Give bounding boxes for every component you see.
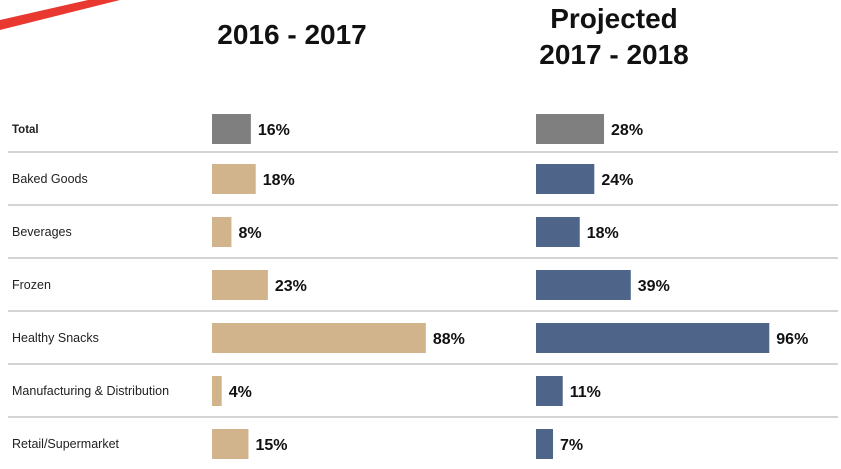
series-1-title: 2016 - 2017 — [217, 19, 366, 50]
category-label: Baked Goods — [12, 172, 88, 186]
series-1-bar — [212, 114, 251, 144]
series-2-bar — [536, 323, 770, 353]
series-2-bar — [536, 164, 595, 194]
series-1-value-label: 16% — [258, 122, 290, 139]
series-1-bar — [212, 376, 222, 406]
red-accent-stripe — [0, 0, 120, 30]
series-2-bar — [536, 217, 580, 247]
series-2-bar — [536, 376, 563, 406]
series-1-bar — [212, 217, 232, 247]
category-label: Healthy Snacks — [12, 331, 99, 345]
category-labels: Total Baked Goods Beverages Frozen Healthy S… — [12, 124, 169, 451]
row-dividers — [8, 151, 838, 418]
bars — [212, 114, 770, 459]
category-label: Total — [12, 124, 39, 136]
series-1-bar — [212, 270, 268, 300]
category-label: Beverages — [12, 225, 72, 239]
series-1-value-label: 4% — [229, 384, 252, 401]
series-2-value-label: 28% — [611, 122, 643, 139]
series-2-value-label: 7% — [560, 437, 583, 454]
series-2-bar — [536, 114, 605, 144]
series-1-value-label: 88% — [433, 331, 465, 348]
category-label: Retail/Supermarket — [12, 437, 120, 451]
column-titles: 2016 - 2017 Projected 2017 - 2018 — [217, 3, 688, 70]
series-2-title-line-1: Projected — [550, 3, 678, 34]
series-1-value-label: 23% — [275, 278, 307, 295]
series-2-bar — [536, 429, 554, 459]
series-2-value-label: 24% — [601, 172, 633, 189]
category-label: Manufacturing & Distribution — [12, 384, 169, 398]
series-2-value-label: 96% — [776, 331, 808, 348]
series-2-bar — [536, 270, 631, 300]
category-label: Frozen — [12, 278, 51, 292]
series-1-value-label: 15% — [255, 437, 287, 454]
series-1-value-label: 8% — [238, 225, 261, 242]
series-1-bar — [212, 323, 426, 353]
series-2-value-label: 18% — [587, 225, 619, 242]
series-1-bar — [212, 429, 249, 459]
value-labels: 16% 28% 18% 24% 8% 18% 23% 39% 88% 96% 4% 11% 15% 7% — [229, 122, 809, 454]
series-2-value-label: 11% — [570, 384, 601, 401]
series-2-value-label: 39% — [638, 278, 670, 295]
series-1-value-label: 18% — [263, 172, 295, 189]
series-1-bar — [212, 164, 256, 194]
series-2-title-line-2: 2017 - 2018 — [539, 39, 688, 70]
